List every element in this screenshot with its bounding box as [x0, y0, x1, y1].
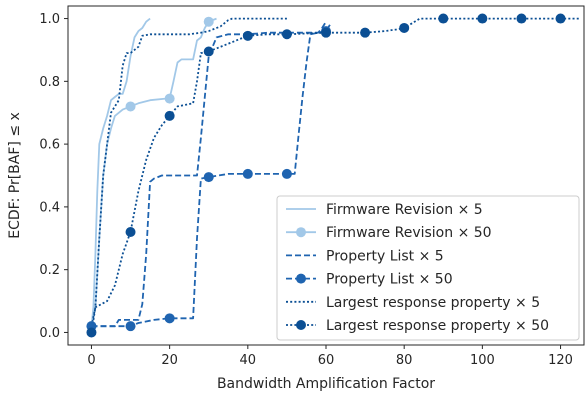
- legend-label: Firmware Revision × 5: [326, 202, 483, 218]
- series-marker-5: [360, 27, 371, 38]
- series-marker-3: [203, 172, 214, 183]
- x-tick-label: 60: [318, 353, 335, 368]
- series-marker-3: [242, 168, 253, 179]
- x-tick-label: 120: [548, 353, 573, 368]
- legend-label: Largest response property × 5: [326, 295, 540, 311]
- series-marker-5: [321, 27, 331, 38]
- series-marker-5: [516, 13, 527, 24]
- series-marker-5: [399, 22, 410, 33]
- series-line-2: [91, 21, 327, 328]
- series-marker-5: [555, 13, 566, 24]
- y-tick-label: 0.8: [39, 75, 60, 90]
- series-marker-5: [125, 227, 136, 237]
- series-marker-5: [242, 30, 253, 41]
- series-marker-3: [281, 168, 292, 179]
- legend: Firmware Revision × 5 Firmware Revision ×…: [276, 195, 580, 341]
- x-axis-label: Bandwidth Amplification Factor: [217, 376, 435, 392]
- series-line-4: [90, 17, 287, 327]
- y-tick-label: 1.0: [39, 12, 60, 27]
- series-marker-5: [164, 110, 175, 121]
- series-marker-1: [164, 93, 175, 104]
- x-tick-label: 20: [161, 353, 178, 368]
- plot-markers: [86, 13, 566, 338]
- x-tick-label: 0: [87, 353, 95, 368]
- x-tick-label: 100: [470, 353, 495, 368]
- y-axis-label: ECDF: Pr[BAF] ≤ x: [7, 112, 23, 239]
- series-line-1: [90, 17, 217, 327]
- series-marker-1: [203, 16, 214, 27]
- legend-box: [276, 195, 580, 341]
- y-tick-label: 0.0: [39, 326, 60, 341]
- legend-marker: [296, 320, 306, 330]
- y-tick-label: 0.2: [39, 263, 60, 278]
- legend-marker: [296, 273, 306, 284]
- legend-label: Property List × 5: [326, 248, 444, 264]
- series-marker-5: [438, 13, 449, 24]
- y-tick-label: 0.6: [39, 138, 60, 153]
- legend-label: Property List × 50: [326, 272, 453, 288]
- x-tick-label: 80: [396, 353, 413, 368]
- series-marker-5: [203, 46, 214, 57]
- series-line-0: [90, 17, 151, 327]
- legend-label: Largest response property × 50: [326, 318, 549, 334]
- series-line-5: [90, 17, 581, 333]
- series-marker-1: [125, 101, 136, 112]
- axis-ticks: 0 20 40 60 80 100 120 0.0 0.2 0.4 0.6 0.8 1.0: [39, 12, 573, 368]
- series-marker-3: [164, 313, 175, 324]
- series-marker-5: [86, 327, 97, 338]
- series-marker-5: [281, 29, 292, 40]
- plot-lines: [90, 17, 581, 333]
- series-marker-5: [477, 13, 488, 24]
- x-tick-label: 40: [240, 353, 257, 368]
- y-tick-label: 0.4: [39, 200, 60, 215]
- series-line-3: [91, 24, 331, 328]
- series-marker-3: [125, 321, 136, 332]
- legend-marker: [296, 227, 306, 238]
- legend-label: Firmware Revision × 50: [326, 225, 492, 241]
